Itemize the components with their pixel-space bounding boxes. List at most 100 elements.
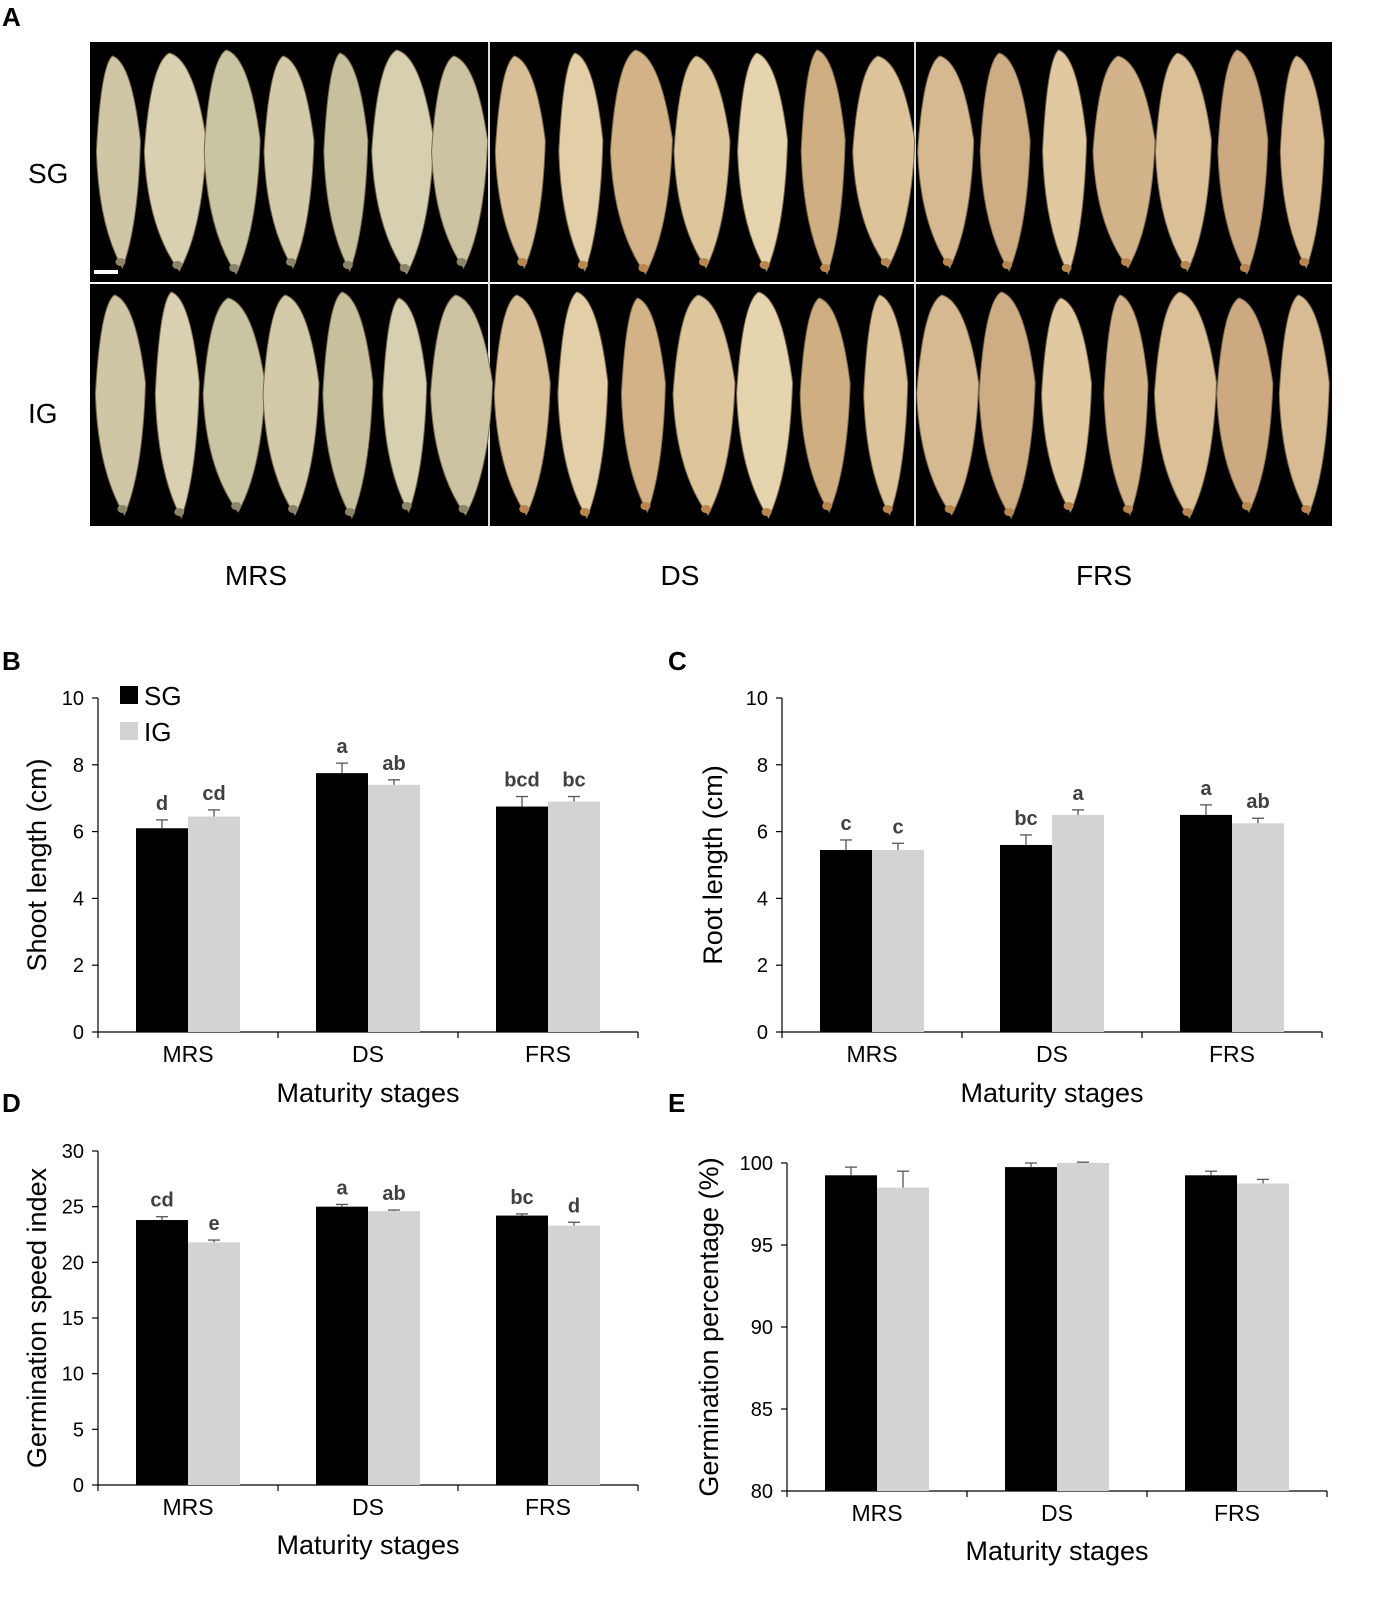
seed-embryo-tip xyxy=(117,505,128,513)
y-tick-label: 5 xyxy=(73,1419,84,1441)
x-axis-title: Maturity stages xyxy=(960,1078,1143,1108)
x-tick-label: DS xyxy=(352,1494,384,1520)
significance-letter: bc xyxy=(1014,808,1037,830)
seed-grain xyxy=(202,297,266,513)
panel-label-e: E xyxy=(668,1088,686,1118)
seed-embryo-tip xyxy=(174,508,185,516)
x-tick-label: DS xyxy=(1036,1041,1068,1067)
significance-letter: c xyxy=(892,816,903,838)
bar-ig-mrs xyxy=(188,1242,240,1485)
bar-sg-ds xyxy=(1005,1167,1057,1491)
seed-grain xyxy=(371,49,435,275)
seed-grain xyxy=(852,55,916,269)
y-tick-label: 95 xyxy=(751,1235,773,1257)
y-tick-label: 85 xyxy=(751,1399,773,1421)
seed-photo-drawing xyxy=(94,49,1330,520)
seed-embryo-tip xyxy=(229,264,240,272)
significance-letter: e xyxy=(208,1213,219,1235)
seed-grain xyxy=(1042,49,1088,276)
photo-divider-2 xyxy=(914,42,916,526)
seed-embryo-tip xyxy=(458,505,469,513)
y-tick-label: 90 xyxy=(751,1317,773,1339)
seed-embryo-tip xyxy=(344,508,355,516)
seed-grain xyxy=(1041,297,1093,514)
y-tick-label: 4 xyxy=(73,888,84,910)
seed-grain xyxy=(799,297,851,514)
bar-sg-frs xyxy=(496,806,548,1032)
seed-embryo-tip xyxy=(579,508,590,516)
seed-embryo-tip xyxy=(577,261,588,269)
bar-ig-frs xyxy=(548,801,600,1032)
seed-grain xyxy=(1278,294,1330,517)
panel-label-a: A xyxy=(2,2,21,32)
seed-embryo-tip xyxy=(342,261,353,269)
seed-embryo-tip xyxy=(286,258,296,266)
panel-label-d: D xyxy=(2,1088,21,1118)
seed-embryo-tip xyxy=(822,502,833,510)
seed-grain xyxy=(1103,294,1149,517)
seed-embryo-tip xyxy=(759,261,770,269)
legend-label: IG xyxy=(144,717,171,747)
seed-embryo-tip xyxy=(1121,258,1131,266)
bar-sg-frs xyxy=(1185,1175,1237,1491)
seed-grain xyxy=(382,297,428,514)
seed-grain xyxy=(916,294,980,516)
significance-letter: bc xyxy=(562,770,585,792)
x-axis-title: Maturity stages xyxy=(276,1078,459,1108)
significance-letter: a xyxy=(1200,778,1212,800)
y-tick-label: 0 xyxy=(73,1475,84,1497)
seed-embryo-tip xyxy=(1004,508,1015,516)
bar-ig-ds xyxy=(1057,1163,1109,1491)
y-axis-title: Shoot length (cm) xyxy=(22,758,52,971)
y-tick-label: 30 xyxy=(62,1141,84,1163)
seed-grain xyxy=(557,291,609,520)
seed-grain xyxy=(322,291,374,520)
seed-grain xyxy=(1216,297,1274,513)
seed-grain xyxy=(978,291,1036,520)
x-tick-label: MRS xyxy=(162,1041,213,1067)
y-axis-title: Germination speed index xyxy=(22,1167,52,1468)
seed-grain xyxy=(493,294,551,517)
bar-ig-frs xyxy=(1237,1183,1289,1491)
seed-grain xyxy=(95,55,141,270)
seed-embryo-tip xyxy=(288,505,298,513)
seed-grain xyxy=(1153,291,1217,519)
seed-grain xyxy=(203,49,261,276)
bar-ig-mrs xyxy=(877,1187,929,1491)
y-tick-label: 80 xyxy=(751,1481,773,1503)
y-tick-label: 20 xyxy=(62,1252,84,1274)
y-tick-label: 6 xyxy=(757,822,768,844)
bar-sg-mrs xyxy=(825,1175,877,1491)
seed-grain xyxy=(863,294,909,517)
seed-grain xyxy=(430,294,494,516)
seed-embryo-tip xyxy=(519,505,530,513)
seed-embryo-tip xyxy=(1180,261,1191,269)
seed-grain xyxy=(673,55,731,269)
bar-sg-mrs xyxy=(820,849,872,1032)
chart-panel-d: 0 5 10 15 20 25 30 MRS DS FRS Maturity stages Germi… xyxy=(22,1141,639,1560)
scale-bar xyxy=(94,270,118,274)
y-tick-label: 4 xyxy=(757,888,768,910)
significance-letter: c xyxy=(840,813,851,835)
seed-grain xyxy=(431,55,489,269)
seed-embryo-tip xyxy=(231,502,242,510)
seed-embryo-tip xyxy=(820,264,831,272)
seed-embryo-tip xyxy=(399,264,410,272)
significance-letter: d xyxy=(568,1195,580,1217)
seed-embryo-tip xyxy=(882,505,893,513)
photo-column-label-mrs: MRS xyxy=(224,560,288,591)
x-tick-label: MRS xyxy=(162,1494,213,1520)
seed-grain xyxy=(736,291,794,520)
x-tick-label: FRS xyxy=(525,1041,571,1067)
seed-grain xyxy=(323,52,369,273)
y-axis-title: Germination percentage (%) xyxy=(694,1157,724,1496)
seed-grain xyxy=(262,294,320,517)
y-tick-label: 0 xyxy=(757,1022,768,1044)
significance-letter: a xyxy=(1072,783,1084,805)
seed-grain xyxy=(1092,55,1156,269)
bar-ig-frs xyxy=(548,1225,600,1485)
x-tick-label: FRS xyxy=(525,1494,571,1520)
bar-sg-frs xyxy=(496,1215,548,1485)
bar-sg-ds xyxy=(1000,844,1052,1032)
